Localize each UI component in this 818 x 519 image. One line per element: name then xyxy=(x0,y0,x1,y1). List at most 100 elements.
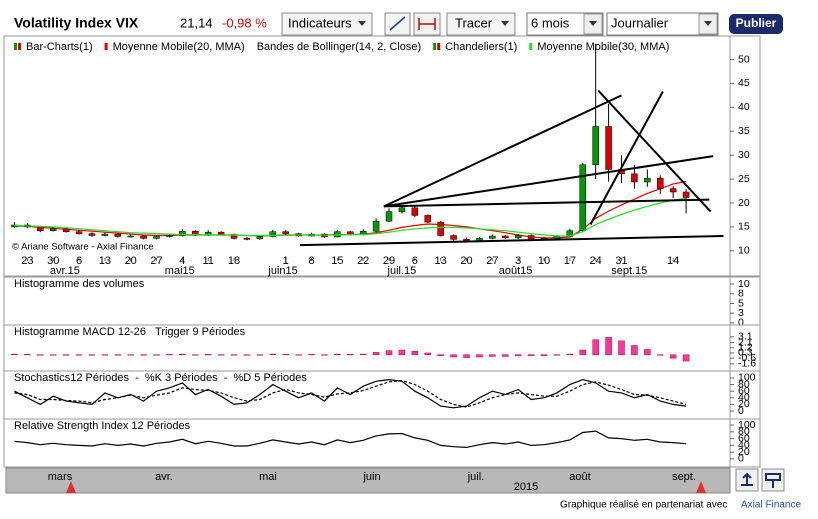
candle-body xyxy=(269,231,277,237)
y-tick-label: 0 xyxy=(738,405,744,417)
bar xyxy=(282,354,289,356)
y-tick-label: 10 xyxy=(738,278,750,290)
y-tick-label: 3 xyxy=(738,307,744,319)
x-tick-label: 10 xyxy=(538,255,550,267)
candle-body xyxy=(114,233,122,237)
x-tick-label: 1 xyxy=(283,255,289,267)
bar xyxy=(204,354,212,356)
navigator-year: 2015 xyxy=(514,481,538,493)
bar xyxy=(127,354,134,356)
bar xyxy=(682,354,690,362)
line-series xyxy=(14,430,687,449)
bar xyxy=(24,354,31,356)
candle-body xyxy=(217,231,225,235)
y-tick-label: 15 xyxy=(738,221,750,233)
button-label: Indicateurs xyxy=(288,15,352,30)
publish-button[interactable]: Publier xyxy=(729,14,783,34)
bar xyxy=(592,339,599,355)
candle-body xyxy=(398,207,406,212)
bar xyxy=(256,354,264,356)
y-tick-label: 60 xyxy=(738,385,750,397)
panel xyxy=(3,276,761,327)
bar xyxy=(321,354,328,356)
bar xyxy=(669,354,677,359)
x-tick-label: 8 xyxy=(308,255,314,267)
indicators-button[interactable]: Indicateurs xyxy=(281,12,373,36)
panel xyxy=(3,418,761,468)
instrument-title: Volatility Index VIX xyxy=(14,15,139,31)
candle-body xyxy=(411,207,419,216)
x-tick-label: 11 xyxy=(202,255,213,267)
y-tick-label: 0 xyxy=(738,453,744,465)
tool-icon xyxy=(389,16,406,31)
bar xyxy=(334,353,341,355)
zoom-out-button[interactable] xyxy=(735,468,759,492)
candle-body xyxy=(605,126,612,170)
y-tick-label: 100 xyxy=(738,419,756,431)
candle-body xyxy=(514,235,522,239)
candle-body xyxy=(682,191,690,198)
y-tick-label: 30 xyxy=(738,149,750,161)
x-tick-label: 4 xyxy=(179,255,185,267)
bar xyxy=(514,354,522,357)
bar xyxy=(101,354,109,356)
draw-button[interactable]: Tracer xyxy=(446,12,516,36)
bar xyxy=(62,354,70,356)
dropdown-arrow xyxy=(501,21,509,26)
button-icon xyxy=(741,472,753,486)
y-tick-label: 25 xyxy=(738,173,750,185)
month-label: mai15 xyxy=(165,265,195,277)
x-tick-label: 29 xyxy=(383,255,395,267)
bar xyxy=(476,354,483,358)
candle-body xyxy=(372,220,380,232)
bar xyxy=(527,354,535,357)
bar xyxy=(153,354,160,356)
y-tick-label: 8 xyxy=(738,288,744,300)
candle-body xyxy=(334,231,341,238)
bar xyxy=(437,354,444,357)
x-tick-label: 3 xyxy=(515,255,521,267)
x-tick-label: 17 xyxy=(564,255,576,267)
candle-body xyxy=(437,221,444,236)
line-tool[interactable] xyxy=(384,12,411,36)
bar xyxy=(605,337,612,355)
navigator-month: mars xyxy=(48,471,73,483)
zoom-in-button[interactable] xyxy=(761,468,785,492)
trendline xyxy=(299,235,724,247)
x-tick-label: 18 xyxy=(228,255,240,267)
period-select[interactable]: 6 mois xyxy=(526,12,604,36)
navigator-month: août xyxy=(569,471,590,483)
candle-body xyxy=(75,231,83,234)
candle-body xyxy=(657,177,664,189)
button-frame xyxy=(729,14,783,34)
y-tick-label: 45 xyxy=(738,77,750,89)
x-tick-label: 13 xyxy=(99,255,111,267)
month-label: sept.15 xyxy=(611,265,647,277)
legend-label: Moyenne Mobile(20, MMA) xyxy=(113,41,245,53)
hline-tool[interactable] xyxy=(413,12,441,36)
legend-label: Bandes de Bollinger(14, 2, Close) xyxy=(257,41,421,53)
interval-select[interactable]: Journalier xyxy=(606,12,719,36)
candle-body xyxy=(49,228,57,231)
bar xyxy=(657,354,664,356)
bar xyxy=(579,349,587,355)
candle-body xyxy=(669,188,677,193)
candle-body xyxy=(243,238,251,240)
bar xyxy=(179,353,186,355)
legend-swatch xyxy=(104,43,108,50)
navigator-month: juil. xyxy=(467,471,485,483)
month-label: août15 xyxy=(499,265,533,277)
bar xyxy=(411,350,419,355)
button-frame xyxy=(446,12,516,36)
candle-body xyxy=(101,233,109,236)
navigator[interactable] xyxy=(5,467,731,494)
y-tick-label: 0 xyxy=(738,317,744,329)
trendline xyxy=(383,94,622,208)
bar xyxy=(385,350,393,355)
footer-link[interactable]: Axial Finance xyxy=(741,500,801,511)
bar xyxy=(37,354,44,356)
select-value: 6 mois xyxy=(531,15,570,30)
bar xyxy=(230,354,238,356)
button-label: Tracer xyxy=(455,15,493,30)
